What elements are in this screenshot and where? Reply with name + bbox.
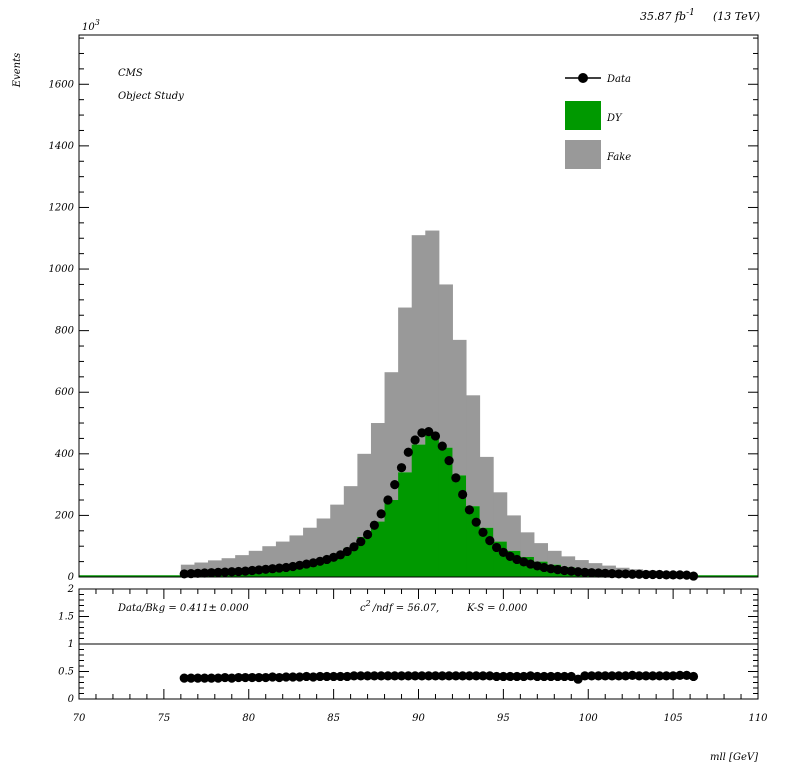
y-tick-label: 400: [54, 449, 75, 460]
legend-data-marker: [578, 73, 588, 83]
x-tick-label: 95: [497, 713, 510, 724]
fake-bar: [439, 284, 453, 447]
x-tick-label: 90: [412, 713, 425, 724]
dy-bar: [439, 448, 453, 577]
energy-label: (13 TeV): [713, 10, 760, 23]
y-tick-label: 1600: [49, 79, 75, 90]
data-point: [363, 530, 372, 539]
dy-bar: [385, 500, 399, 577]
fake-bar: [466, 395, 480, 506]
dy-bar: [371, 522, 385, 577]
data-point: [370, 521, 379, 530]
data-point: [689, 571, 698, 580]
fake-bar: [412, 235, 426, 444]
experiment-label: CMS: [118, 68, 143, 79]
legend-fake-swatch: [565, 140, 601, 169]
data-point: [356, 537, 365, 546]
data-point: [404, 448, 413, 457]
x-tick-label: 80: [242, 713, 255, 724]
data-point: [438, 442, 447, 451]
fake-bar: [330, 505, 344, 555]
data-point: [390, 480, 399, 489]
x-tick-label: 110: [748, 713, 768, 724]
ratio-y-tick-label: 0.5: [58, 667, 74, 678]
data-point: [397, 463, 406, 472]
data-point: [451, 473, 460, 482]
legend: Data DY Fake: [565, 73, 631, 169]
fake-bar: [371, 423, 385, 522]
y-tick-label: 0: [68, 572, 75, 583]
ratio-y-tick-label: 1.5: [58, 612, 74, 623]
ratio-y-tick-label: 0: [68, 694, 75, 705]
fake-bar: [561, 556, 575, 567]
fake-bar: [548, 551, 562, 565]
stats-chi2-text: c2/ndf = 56.07,: [360, 599, 439, 614]
y-multiplier: 103: [82, 18, 100, 33]
data-point: [465, 505, 474, 514]
x-tick-label: 75: [158, 713, 171, 724]
fake-bar: [452, 340, 466, 476]
x-tick-label: 70: [73, 713, 86, 724]
fake-bar: [493, 492, 507, 541]
data-point: [411, 435, 420, 444]
dy-bar: [398, 472, 412, 577]
fake-bar: [520, 532, 534, 557]
ratio-y-tick-label: 1: [68, 639, 74, 650]
y-tick-label: 800: [55, 326, 75, 337]
fake-bar: [303, 528, 317, 563]
legend-fake-label: Fake: [606, 152, 631, 163]
fake-bar: [425, 231, 439, 436]
stats-ratio-text: Data/Bkg = 0.411± 0.000: [117, 603, 249, 614]
y-tick-label: 1000: [49, 264, 75, 275]
data-point: [431, 431, 440, 440]
fake-bar: [289, 535, 303, 565]
data-point: [478, 528, 487, 537]
y-tick-label: 1200: [49, 202, 75, 213]
dy-bar: [412, 445, 426, 577]
data-point: [444, 456, 453, 465]
y-tick-label: 1400: [49, 141, 75, 152]
data-point: [458, 490, 467, 499]
legend-data-label: Data: [606, 74, 631, 85]
legend-dy-swatch: [565, 101, 601, 130]
stats-ks-text: K-S = 0.000: [466, 603, 528, 614]
ratio-points: [180, 671, 698, 684]
ratio-y-tick-label: 2: [67, 584, 74, 595]
fake-bar: [398, 308, 412, 473]
data-point: [485, 536, 494, 545]
fake-bar: [507, 515, 521, 550]
x-tick-label: 85: [327, 713, 340, 724]
fake-bar: [344, 486, 358, 548]
legend-dy-label: DY: [606, 113, 623, 124]
fake-bar: [317, 518, 331, 559]
fake-bar: [357, 454, 371, 537]
dy-bar: [466, 506, 480, 577]
data-point: [383, 495, 392, 504]
stacked-bars: [79, 231, 758, 577]
y-tick-label: 600: [55, 387, 75, 398]
x-axis-title: mll [GeV]: [710, 752, 758, 763]
study-label: Object Study: [118, 91, 184, 102]
dy-bar: [425, 435, 439, 577]
y-tick-label: 200: [54, 510, 75, 521]
fake-bar: [480, 457, 494, 528]
lumi-label: 35.87 fb-1: [640, 8, 695, 23]
main-plot: 0 200 400 600 800 1000 1200 1400 1600: [49, 35, 758, 583]
y-axis-title: Events: [12, 53, 23, 88]
x-tick-label: 100: [579, 713, 599, 724]
data-point: [377, 509, 386, 518]
fake-bar: [534, 543, 548, 561]
ratio-point: [689, 672, 698, 681]
x-tick-label: 105: [664, 713, 683, 724]
data-point: [472, 518, 481, 527]
